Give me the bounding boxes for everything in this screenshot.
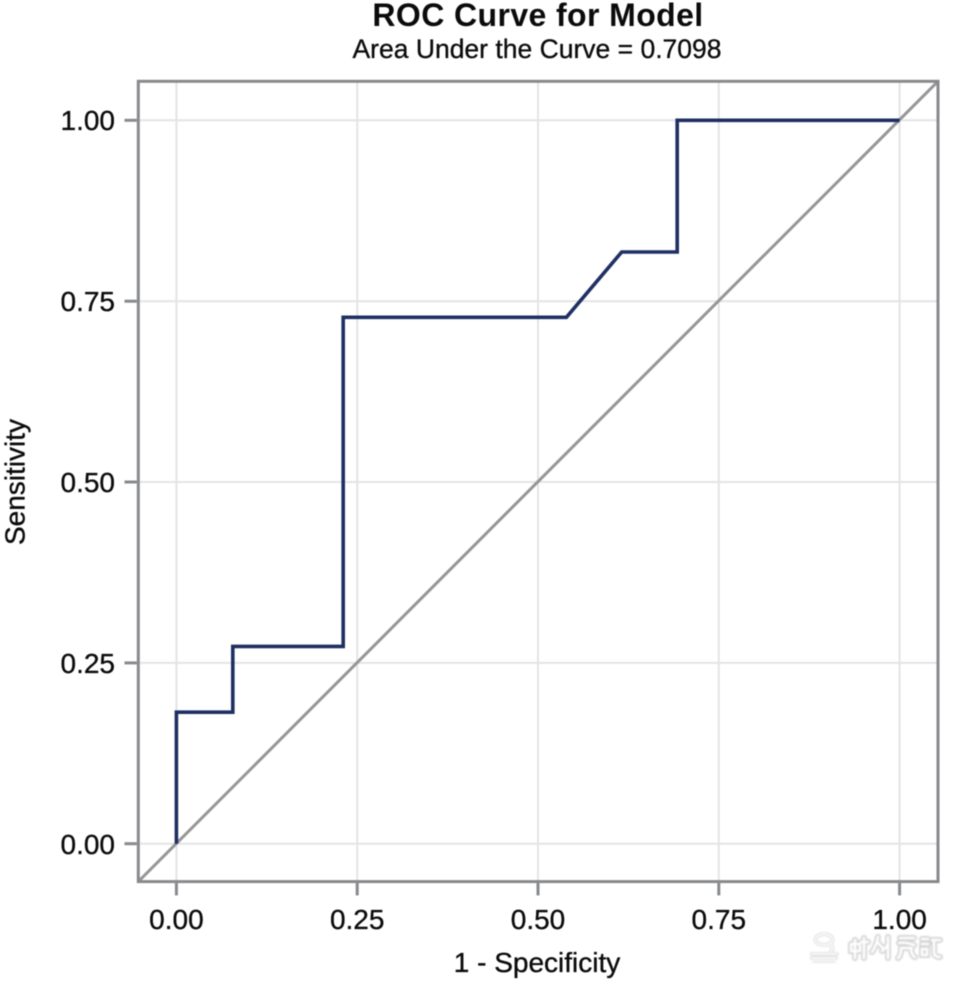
svg-text:0.75: 0.75	[61, 286, 116, 317]
svg-text:0.00: 0.00	[149, 904, 204, 935]
svg-text:1 - Specificity: 1 - Specificity	[454, 947, 621, 978]
svg-text:ROC Curve for Model: ROC Curve for Model	[372, 0, 703, 33]
svg-text:0.75: 0.75	[692, 904, 747, 935]
svg-text:1.00: 1.00	[872, 904, 927, 935]
svg-text:0.50: 0.50	[511, 904, 566, 935]
svg-text:0.50: 0.50	[61, 467, 116, 498]
svg-text:Area Under the Curve = 0.7098: Area Under the Curve = 0.7098	[352, 34, 721, 64]
svg-text:0.00: 0.00	[61, 829, 116, 860]
svg-text:0.25: 0.25	[330, 904, 385, 935]
svg-text:1.00: 1.00	[61, 105, 116, 136]
svg-text:Sensitivity: Sensitivity	[0, 419, 31, 545]
svg-text:0.25: 0.25	[61, 648, 116, 679]
